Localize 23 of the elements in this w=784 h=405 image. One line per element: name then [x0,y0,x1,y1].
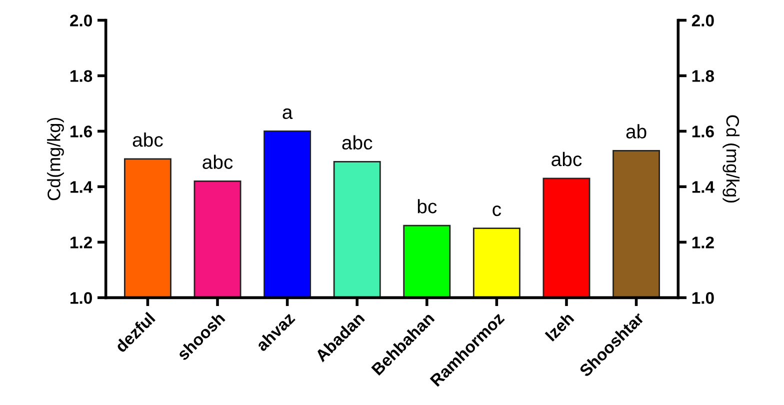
annotation: c [492,205,502,216]
annotation: abc [342,135,372,150]
y-tick-label: 1.0 [70,292,92,304]
y-tick-label: 1.2 [70,236,92,248]
annotation: ab [626,124,646,138]
y-tick-label: 1.4 [70,181,93,193]
y2-tick-label: 1.4 [692,181,714,193]
y-tick-label: 2.0 [70,14,92,26]
x-tick-label: Izeh [544,312,574,342]
annotation: abc [552,152,582,166]
y2-tick-label: 1.8 [692,70,714,82]
y2-axis-title: Cd (mg/kg) [722,115,740,202]
y2-tick-label: 1.2 [692,236,714,248]
annotation: abc [202,154,233,169]
y2-tick-label: 1.0 [692,292,714,304]
annotation: a [282,108,293,120]
annotation: abc [132,132,163,147]
y2-tick-label: 2.0 [692,14,714,26]
y2-tick-label: 1.6 [692,126,714,138]
y-axis-title: Cd(mg/kg) [47,118,64,200]
y-tick-label: 1.8 [70,70,92,82]
y-tick-label: 1.6 [70,126,92,138]
annotation: bc [418,199,437,214]
